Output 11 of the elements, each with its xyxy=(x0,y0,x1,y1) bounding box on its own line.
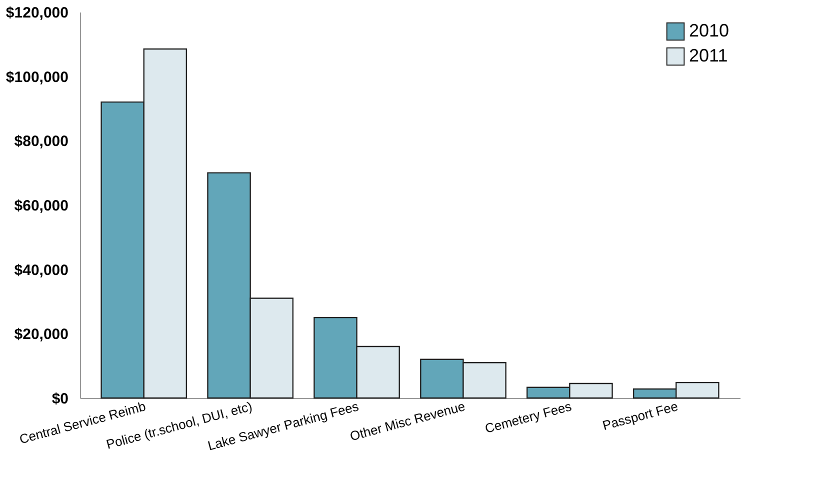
y-tick-label: $20,000 xyxy=(14,326,68,344)
y-tick-label: $120,000 xyxy=(6,4,68,22)
x-tick-label: Cemetery Fees xyxy=(483,398,574,436)
y-tick-label: $40,000 xyxy=(14,262,68,279)
y-tick-label: $100,000 xyxy=(6,68,68,86)
y-tick-label: $80,000 xyxy=(14,133,68,150)
y-tick-label: $60,000 xyxy=(14,198,68,214)
y-tick-label: $0 xyxy=(52,390,68,408)
legend-label: 2011 xyxy=(689,46,728,66)
legend-label: 2010 xyxy=(689,20,730,40)
x-tick-label: Passport Fee xyxy=(600,398,680,434)
